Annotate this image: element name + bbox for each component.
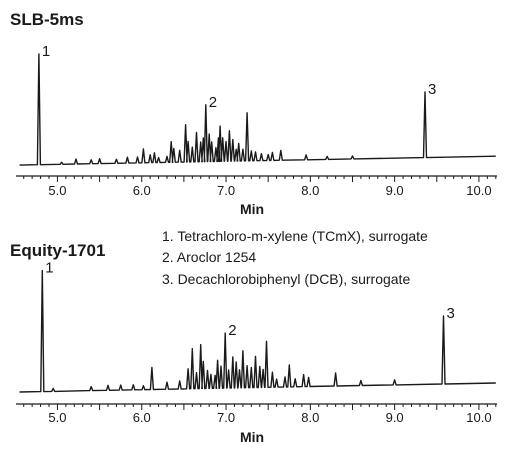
x-tick-label: 6.0 [133,183,151,198]
x-axis-ticks: 5.0 6.0 7.0 8.0 9.0 10.0 [23,176,497,198]
x-axis-label: Min [240,201,264,217]
peak-label-2: 2 [228,322,236,339]
legend-item-2: 2. Aroclor 1254 [162,249,256,265]
legend-item-3: 3. Decachlorobiphenyl (DCB), surrogate [162,271,410,287]
peak-label-1: 1 [42,43,50,60]
chromatogram-trace [19,53,496,166]
peak-group: 1 2 3 [45,260,455,340]
x-tick-label: 6.0 [133,410,151,425]
x-tick-label: 5.0 [48,183,66,198]
peak-label-1: 1 [45,260,53,277]
chromatogram-trace [19,269,496,393]
x-tick-label: 10.0 [466,183,491,198]
chromatogram-panel-slb5ms: SLB-5ms 1 2 3 5.0 6.0 7.0 8.0 9.0 10.0 Min [10,10,497,217]
peak-legend: 1. Tetrachloro-m-xylene (TCmX), surrogat… [162,228,428,287]
x-tick-label: 8.0 [301,183,319,198]
x-tick-label: 5.0 [48,410,66,425]
column-title: Equity-1701 [10,241,105,260]
chromatogram-panel-equity1701: Equity-1701 1 2 3 5.0 6.0 7.0 8.0 9.0 10.0 Min [10,241,497,445]
peak-label-2: 2 [209,94,217,111]
peak-label-3: 3 [428,81,436,98]
x-axis-label: Min [240,429,264,445]
x-axis-ticks: 5.0 6.0 7.0 8.0 9.0 10.0 [23,404,497,425]
peak-label-3: 3 [447,305,455,322]
peak-group: 1 2 3 [42,43,436,111]
x-tick-label: 9.0 [386,410,404,425]
x-tick-label: 7.0 [217,410,235,425]
x-tick-label: 10.0 [466,410,491,425]
x-tick-label: 7.0 [217,183,235,198]
column-title: SLB-5ms [10,10,84,29]
legend-item-1: 1. Tetrachloro-m-xylene (TCmX), surrogat… [162,228,428,244]
x-tick-label: 8.0 [301,410,319,425]
x-tick-label: 9.0 [386,183,404,198]
